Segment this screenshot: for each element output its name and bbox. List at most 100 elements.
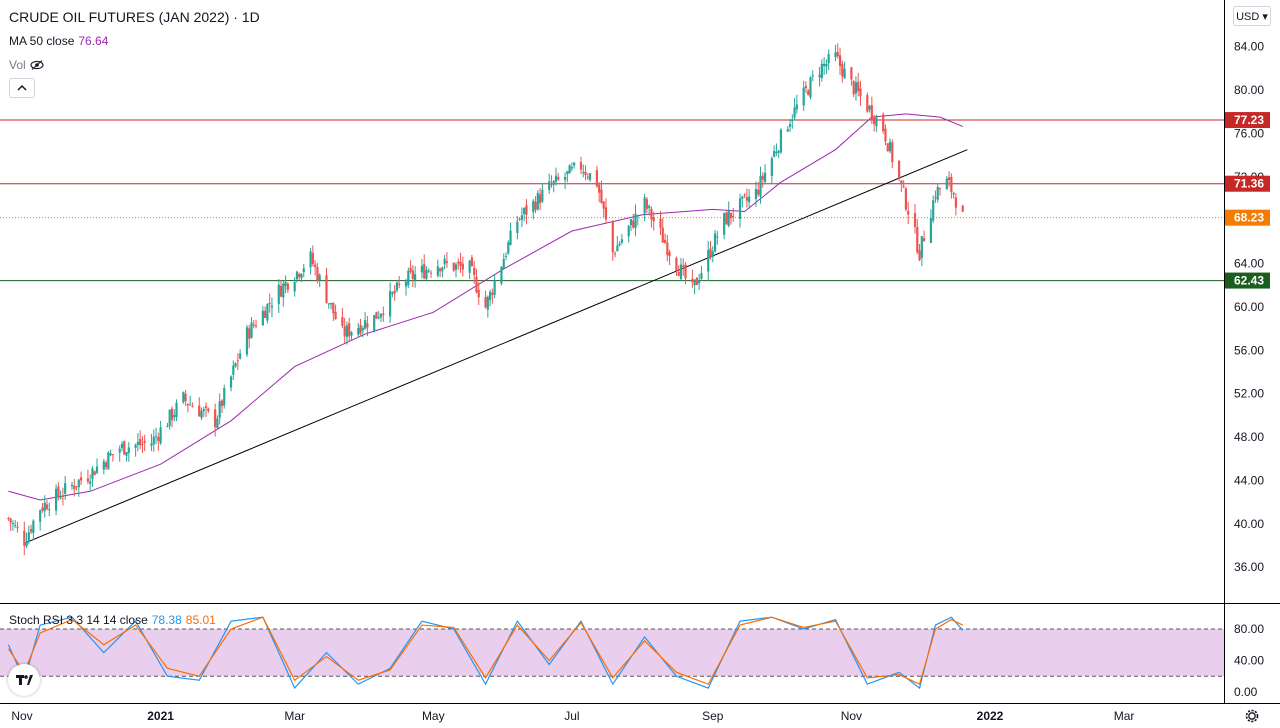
candle-body bbox=[918, 250, 921, 261]
price-marker-label: 71.36 bbox=[1234, 177, 1264, 191]
candle-body bbox=[120, 443, 124, 448]
ma-label: MA 50 close bbox=[9, 34, 75, 48]
candle-body bbox=[125, 452, 128, 456]
volume-legend: Vol bbox=[9, 58, 44, 72]
candle-body bbox=[773, 151, 776, 157]
candle-body bbox=[873, 117, 876, 124]
candle-body bbox=[234, 363, 237, 367]
candle-body bbox=[373, 315, 376, 331]
candle-body bbox=[150, 443, 153, 446]
tradingview-logo-icon[interactable] bbox=[8, 664, 40, 696]
candle-body bbox=[732, 215, 735, 217]
candle-body bbox=[493, 281, 496, 295]
candle-body bbox=[332, 302, 335, 314]
candle-body bbox=[825, 63, 828, 67]
candle-body bbox=[947, 177, 951, 181]
candle-body bbox=[445, 261, 449, 263]
time-tick-label: Mar bbox=[1114, 709, 1135, 723]
candle-body bbox=[788, 124, 792, 127]
price-tick-label: 60.00 bbox=[1234, 300, 1264, 314]
candle-body bbox=[850, 67, 853, 80]
price-levels bbox=[0, 119, 1224, 282]
price-tick-label: 36.00 bbox=[1234, 560, 1264, 574]
candle-body bbox=[473, 267, 476, 275]
candle-body bbox=[309, 251, 312, 268]
candle-body bbox=[952, 192, 955, 195]
candle-body bbox=[868, 105, 871, 110]
candle-body bbox=[375, 311, 378, 319]
candle-body bbox=[214, 409, 217, 428]
candle-body bbox=[23, 530, 26, 546]
candle-body bbox=[343, 326, 346, 337]
candle-body bbox=[118, 448, 121, 453]
candle-body bbox=[341, 317, 344, 326]
candle-body bbox=[757, 189, 760, 195]
candle-body bbox=[509, 230, 512, 245]
candle-body bbox=[486, 296, 489, 310]
gear-icon[interactable] bbox=[1243, 707, 1261, 725]
candle-body bbox=[916, 227, 919, 253]
candle-body bbox=[184, 393, 187, 401]
candle-body bbox=[141, 443, 144, 445]
candle-body bbox=[645, 199, 648, 209]
candle-body bbox=[404, 281, 408, 287]
candle-body bbox=[920, 236, 923, 258]
time-tick-label: Nov bbox=[841, 709, 862, 723]
candle-body bbox=[41, 507, 44, 511]
candle-body bbox=[898, 160, 901, 178]
candle-body bbox=[932, 200, 935, 221]
candle-body bbox=[834, 52, 837, 58]
eye-hidden-icon[interactable] bbox=[30, 60, 44, 70]
candle-body bbox=[570, 167, 573, 169]
candle-body bbox=[45, 504, 49, 510]
candle-body bbox=[793, 107, 796, 118]
price-tick-label: 76.00 bbox=[1234, 126, 1264, 140]
price-tick-label: 64.00 bbox=[1234, 257, 1264, 271]
candle-body bbox=[461, 263, 464, 270]
candle-body bbox=[888, 141, 892, 152]
candle-body bbox=[602, 201, 605, 209]
candle-body bbox=[763, 172, 767, 182]
candle-body bbox=[516, 221, 519, 234]
trendline-group bbox=[24, 149, 968, 544]
candle-body bbox=[109, 453, 112, 456]
candle-body bbox=[239, 353, 242, 359]
candle-body bbox=[459, 261, 462, 267]
candle-body bbox=[595, 170, 598, 187]
candle-body bbox=[600, 189, 603, 203]
candle-body bbox=[32, 520, 35, 533]
candle-body bbox=[611, 221, 614, 253]
stoch-d-value: 85.01 bbox=[185, 613, 216, 627]
candle-body bbox=[200, 410, 203, 418]
candle-body bbox=[61, 495, 65, 497]
candle-body bbox=[270, 305, 274, 308]
candle-body bbox=[189, 404, 192, 406]
candle-body bbox=[143, 440, 146, 443]
candle-body bbox=[807, 90, 810, 96]
candle-body bbox=[852, 81, 855, 95]
volume-label: Vol bbox=[9, 58, 26, 72]
candle-body bbox=[786, 129, 789, 132]
candle-body bbox=[620, 239, 623, 243]
candle-body bbox=[398, 283, 401, 285]
time-tick-label: Mar bbox=[284, 709, 305, 723]
candle-body bbox=[679, 264, 683, 279]
candle-body bbox=[900, 180, 903, 184]
candle-body bbox=[232, 365, 235, 375]
candle-body bbox=[136, 442, 139, 445]
price-tick-label: 80.00 bbox=[1234, 83, 1264, 97]
candle-body bbox=[711, 251, 714, 257]
candle-body bbox=[827, 54, 830, 64]
candle-body bbox=[302, 268, 305, 273]
candle-body bbox=[425, 269, 428, 279]
candle-body bbox=[429, 272, 433, 274]
currency-selector[interactable]: USD ▾ bbox=[1233, 6, 1271, 26]
candle-body bbox=[409, 267, 412, 272]
candle-body bbox=[866, 95, 869, 112]
candle-body bbox=[407, 270, 410, 285]
price-marker-tag bbox=[1225, 209, 1270, 226]
candle-body bbox=[159, 427, 162, 444]
collapse-legend-button[interactable] bbox=[9, 78, 35, 98]
candle-body bbox=[659, 218, 662, 228]
